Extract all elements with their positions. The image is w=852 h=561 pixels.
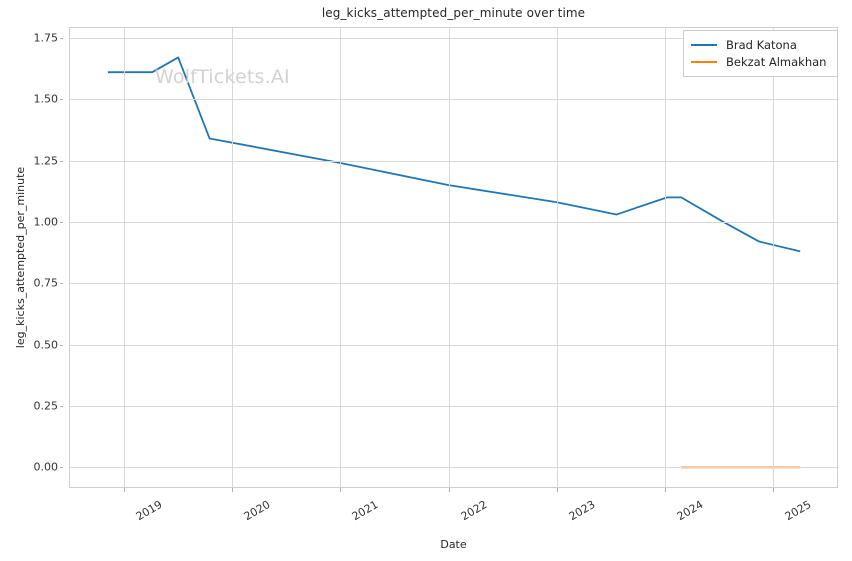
legend-color-swatch: [691, 43, 717, 46]
y-tick-mark: [59, 160, 63, 162]
gridline-horizontal: [70, 222, 837, 223]
y-tick-mark: [59, 221, 63, 223]
plot-area: WolfTickets.AI: [69, 27, 838, 488]
gridline-horizontal: [70, 467, 837, 468]
y-tick-mark: [59, 99, 63, 101]
y-tick-mark: [59, 37, 63, 39]
y-tick-label: 0.50: [33, 338, 59, 352]
series-line-1: [107, 56, 801, 253]
x-tick-label: 2024: [674, 498, 706, 524]
plot-lines: [107, 56, 801, 469]
gridline-horizontal: [70, 406, 837, 407]
x-tick-mark: [232, 488, 234, 492]
x-tick-mark: [124, 488, 126, 492]
x-tick-mark: [448, 488, 450, 492]
chart-legend: Brad Katona Bekzat Almakhan: [683, 30, 838, 77]
x-tick-mark: [773, 488, 775, 492]
gridline-horizontal: [70, 38, 837, 39]
x-tick-mark: [340, 488, 342, 492]
gridline-vertical: [773, 28, 774, 487]
y-axis-tick-labels: 0.00 0.25 0.50 0.75 1.00 1.25 1.50 1.75: [0, 27, 63, 488]
y-tick-mark: [59, 283, 63, 285]
gridline-horizontal: [70, 345, 837, 346]
chart-title: leg_kicks_attempted_per_minute over time: [321, 6, 586, 20]
y-tick-label: 1.00: [33, 215, 59, 229]
legend-label: Bekzat Almakhan: [726, 54, 827, 69]
gridline-vertical: [124, 28, 125, 487]
y-tick-label: 1.25: [33, 154, 59, 168]
gridline-vertical: [449, 28, 450, 487]
gridline-horizontal: [70, 161, 837, 162]
y-tick-mark: [59, 344, 63, 346]
x-tick-mark: [664, 488, 666, 492]
y-tick-label: 0.25: [33, 399, 59, 413]
gridline-horizontal: [70, 99, 837, 100]
x-tick-label: 2019: [133, 498, 165, 524]
x-tick-label: 2022: [458, 498, 490, 524]
gridline-vertical: [665, 28, 666, 487]
legend-label: Brad Katona: [726, 37, 797, 52]
y-tick-label: 1.75: [33, 31, 59, 45]
y-tick-label: 1.50: [33, 92, 59, 106]
gridline-vertical: [557, 28, 558, 487]
x-tick-mark: [556, 488, 558, 492]
x-axis-label: Date: [440, 538, 467, 551]
y-tick-label: 0.75: [33, 276, 59, 290]
gridline-vertical: [232, 28, 233, 487]
x-tick-label: 2025: [782, 498, 814, 524]
legend-item-2[interactable]: Bekzat Almakhan: [691, 53, 830, 70]
y-tick-mark: [59, 406, 63, 407]
legend-item-1[interactable]: Brad Katona: [691, 36, 830, 53]
x-axis-tick-labels: 2019 2020 2021 2022 2023 2024 2025: [69, 488, 838, 548]
legend-color-swatch: [691, 60, 717, 63]
x-tick-label: 2021: [350, 498, 381, 524]
gridline-vertical: [340, 28, 341, 487]
gridline-horizontal: [70, 283, 837, 284]
y-tick-label: 0.00: [33, 460, 59, 474]
x-tick-label: 2020: [242, 498, 273, 524]
y-tick-mark: [59, 467, 63, 469]
x-tick-label: 2023: [566, 498, 598, 524]
